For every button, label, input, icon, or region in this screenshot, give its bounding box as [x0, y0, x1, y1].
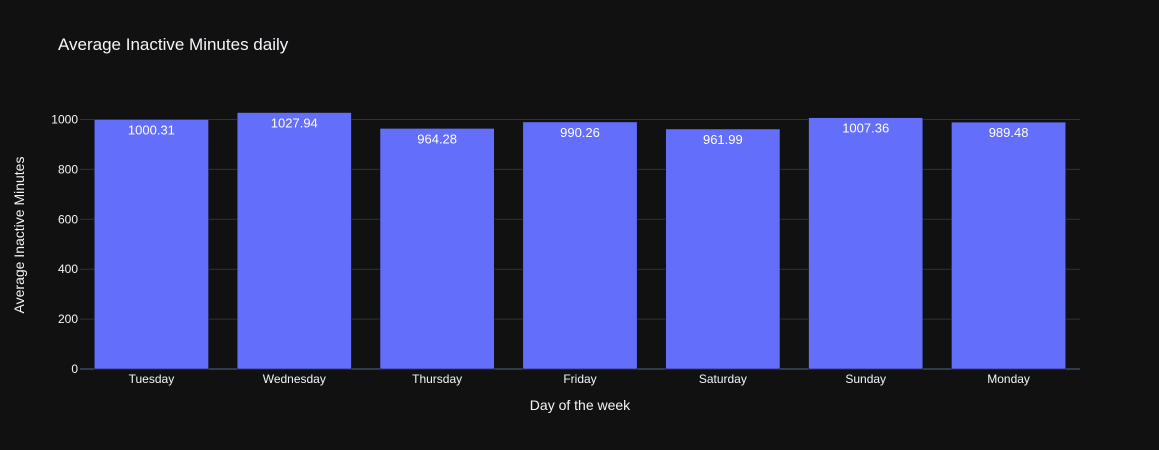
x-tick-label: Thursday — [412, 372, 462, 386]
bar-saturday — [665, 128, 781, 370]
x-axis-title: Day of the week — [530, 397, 631, 413]
data-label: 961.99 — [703, 132, 743, 147]
bar-wednesday — [236, 112, 352, 370]
x-axis-ticks: Tuesday Wednesday Thursday Friday Saturday Su… — [129, 372, 1030, 386]
x-tick-label: Monday — [987, 372, 1030, 386]
data-label: 1007.36 — [842, 121, 889, 136]
x-tick-label: Friday — [563, 372, 596, 386]
y-tick-label: 0 — [71, 362, 78, 376]
y-tick-label: 600 — [58, 212, 78, 226]
y-tick-label: 800 — [58, 162, 78, 176]
y-axis-title: Average Inactive Minutes — [11, 157, 27, 314]
y-tick-label: 1000 — [51, 113, 78, 127]
x-tick-label: Tuesday — [129, 372, 175, 386]
x-tick-label: Wednesday — [263, 372, 326, 386]
data-label: 1027.94 — [271, 116, 318, 131]
y-axis-ticks: 0 200 400 600 800 1000 — [51, 113, 78, 377]
bar-monday — [951, 121, 1066, 370]
data-label: 989.48 — [989, 125, 1029, 140]
bar-sunday — [808, 117, 924, 370]
x-tick-label: Saturday — [699, 372, 747, 386]
data-label: 964.28 — [417, 131, 457, 146]
data-label: 990.26 — [560, 125, 600, 140]
y-tick-label: 200 — [58, 312, 78, 326]
bar-tuesday — [94, 119, 209, 370]
chart-title: Average Inactive Minutes daily — [58, 35, 289, 54]
data-label: 1000.31 — [128, 122, 175, 137]
bar-thursday — [379, 128, 495, 370]
x-tick-label: Sunday — [845, 372, 886, 386]
y-tick-label: 400 — [58, 262, 78, 276]
bar-friday — [522, 121, 638, 370]
data-labels: 1000.31 1027.94 964.28 990.26 961.99 1007.36 9… — [128, 116, 1029, 147]
bars — [94, 112, 1066, 370]
